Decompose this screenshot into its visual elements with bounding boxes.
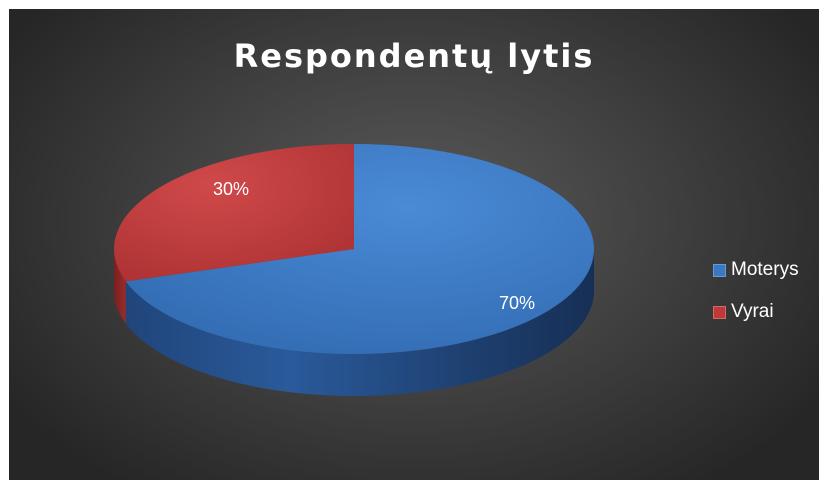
chart-legend: Moterys Vyrai	[713, 257, 799, 341]
legend-item-vyrai: Vyrai	[713, 299, 799, 325]
pie-side-vyrai	[114, 249, 126, 324]
data-label-moterys: 70%	[499, 293, 535, 313]
legend-label-vyrai: Vyrai	[731, 301, 774, 322]
data-label-vyrai: 30%	[213, 179, 249, 199]
legend-swatch-vyrai	[713, 305, 726, 319]
pie-chart: 70% 30%	[113, 144, 595, 397]
legend-label-moterys: Moterys	[731, 259, 799, 280]
pie-side-moterys	[125, 249, 595, 397]
legend-swatch-moterys	[713, 263, 726, 277]
pie-slice-moterys	[125, 144, 595, 354]
legend-item-moterys: Moterys	[713, 257, 799, 283]
chart-title: Respondentų lytis	[233, 37, 595, 75]
pie-slice-vyrai	[113, 144, 354, 282]
chart-area: Respondentų lytis 70% 30%	[9, 9, 819, 480]
